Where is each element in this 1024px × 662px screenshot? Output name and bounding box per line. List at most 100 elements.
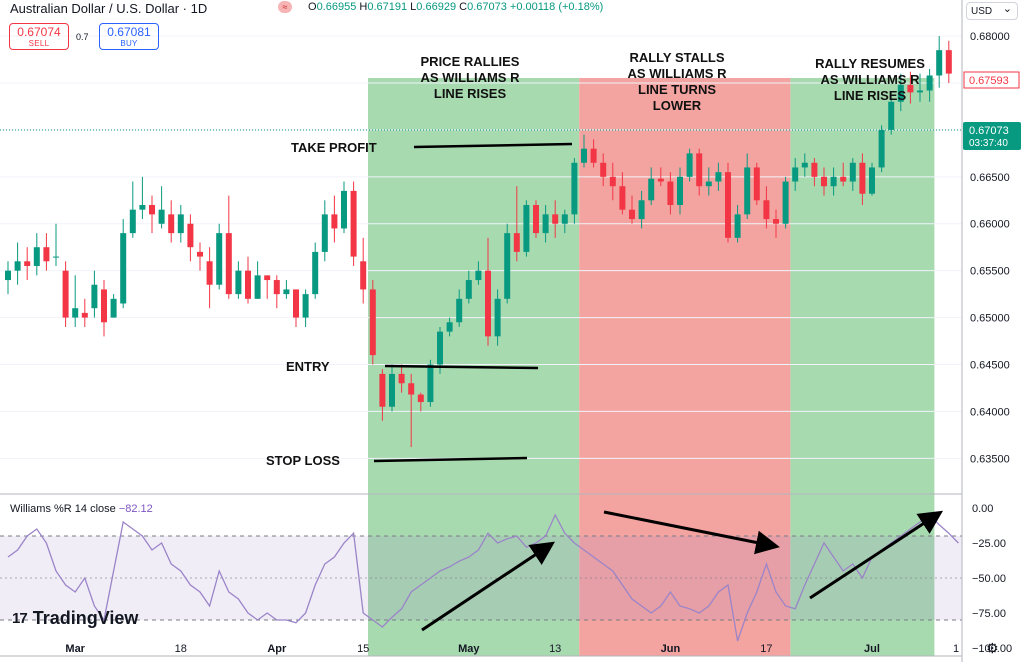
candle[interactable]: [552, 200, 559, 238]
candle[interactable]: [494, 289, 501, 346]
candle[interactable]: [273, 275, 280, 309]
candle[interactable]: [81, 298, 88, 327]
candle[interactable]: [168, 200, 175, 243]
candle[interactable]: [753, 162, 760, 205]
candle[interactable]: [715, 162, 722, 191]
candle[interactable]: [139, 176, 146, 220]
candle[interactable]: [331, 195, 338, 243]
wr-line[interactable]: [7, 513, 959, 642]
candle[interactable]: [369, 280, 376, 365]
candle[interactable]: [5, 261, 11, 295]
candle[interactable]: [120, 219, 127, 309]
currency-select[interactable]: USD: [966, 0, 1018, 20]
candle[interactable]: [264, 275, 271, 299]
candle[interactable]: [619, 172, 626, 215]
candle[interactable]: [177, 204, 184, 243]
candle[interactable]: [216, 223, 223, 290]
candle[interactable]: [158, 186, 165, 229]
candle[interactable]: [926, 68, 933, 102]
candle[interactable]: [389, 364, 395, 412]
candle[interactable]: [801, 153, 808, 177]
candle[interactable]: [360, 237, 367, 304]
candle[interactable]: [341, 181, 347, 234]
candlestick-series[interactable]: [5, 36, 952, 448]
candle[interactable]: [321, 200, 328, 262]
candle[interactable]: [446, 317, 453, 337]
candle[interactable]: [667, 172, 674, 215]
candle[interactable]: [744, 153, 751, 220]
candle[interactable]: [792, 158, 799, 191]
candle[interactable]: [206, 247, 213, 309]
candle[interactable]: [43, 233, 50, 271]
candle[interactable]: [869, 162, 875, 196]
buy-button[interactable]: 0.67081 BUY: [99, 23, 159, 50]
alert-icon[interactable]: ≈: [278, 1, 292, 13]
candle[interactable]: [465, 270, 472, 304]
candle[interactable]: [609, 162, 616, 201]
candle[interactable]: [523, 200, 530, 257]
candle[interactable]: [33, 233, 40, 276]
candle[interactable]: [283, 280, 290, 299]
candle[interactable]: [53, 223, 59, 266]
candle[interactable]: [417, 392, 424, 412]
candle[interactable]: [62, 261, 69, 327]
candle[interactable]: [542, 204, 549, 243]
candle[interactable]: [24, 247, 31, 281]
candle[interactable]: [705, 167, 712, 196]
candle[interactable]: [734, 204, 741, 243]
candle[interactable]: [581, 134, 587, 168]
candle[interactable]: [398, 364, 405, 393]
symbol-title[interactable]: Australian Dollar / U.S. Dollar · 1D: [10, 1, 208, 16]
candle[interactable]: [859, 153, 866, 205]
sell-button[interactable]: 0.67074 SELL: [9, 23, 69, 50]
candle[interactable]: [485, 237, 491, 346]
candle[interactable]: [888, 92, 895, 135]
candle[interactable]: [110, 294, 117, 318]
candle[interactable]: [821, 167, 827, 196]
candle[interactable]: [533, 200, 539, 238]
candle[interactable]: [254, 261, 261, 299]
candle[interactable]: [302, 289, 309, 327]
candle[interactable]: [245, 256, 251, 304]
williams-r-pane[interactable]: Williams %R 14 close −82.12: [0, 493, 962, 642]
candle[interactable]: [917, 73, 923, 102]
candle[interactable]: [312, 242, 319, 299]
candle[interactable]: [677, 167, 683, 215]
candle[interactable]: [475, 261, 482, 285]
candle[interactable]: [456, 289, 463, 327]
candle[interactable]: [782, 176, 789, 229]
candle[interactable]: [513, 186, 520, 262]
candle[interactable]: [225, 195, 232, 299]
candle[interactable]: [72, 275, 79, 327]
candle[interactable]: [773, 209, 779, 238]
candle[interactable]: [101, 280, 107, 337]
candle[interactable]: [350, 181, 357, 266]
candle[interactable]: [945, 40, 952, 83]
candle[interactable]: [936, 36, 943, 88]
candle[interactable]: [849, 158, 856, 191]
candle[interactable]: [600, 153, 607, 187]
candle[interactable]: [878, 125, 885, 173]
candle[interactable]: [811, 158, 818, 187]
candle[interactable]: [648, 167, 655, 205]
candle[interactable]: [638, 190, 645, 229]
gear-icon[interactable]: ⚙: [986, 640, 999, 656]
candle[interactable]: [197, 242, 203, 271]
candle[interactable]: [408, 373, 415, 448]
candle[interactable]: [686, 148, 693, 182]
candle[interactable]: [379, 369, 386, 421]
candle[interactable]: [571, 158, 578, 224]
candle[interactable]: [293, 289, 299, 327]
candle[interactable]: [187, 214, 194, 262]
candle[interactable]: [14, 242, 21, 285]
candle[interactable]: [696, 148, 703, 196]
candle[interactable]: [504, 223, 511, 304]
candle[interactable]: [149, 195, 155, 234]
candle[interactable]: [590, 139, 597, 168]
candle[interactable]: [91, 270, 98, 318]
candle[interactable]: [657, 167, 664, 187]
candle[interactable]: [840, 162, 847, 187]
candle[interactable]: [629, 195, 635, 224]
candle[interactable]: [830, 167, 837, 196]
